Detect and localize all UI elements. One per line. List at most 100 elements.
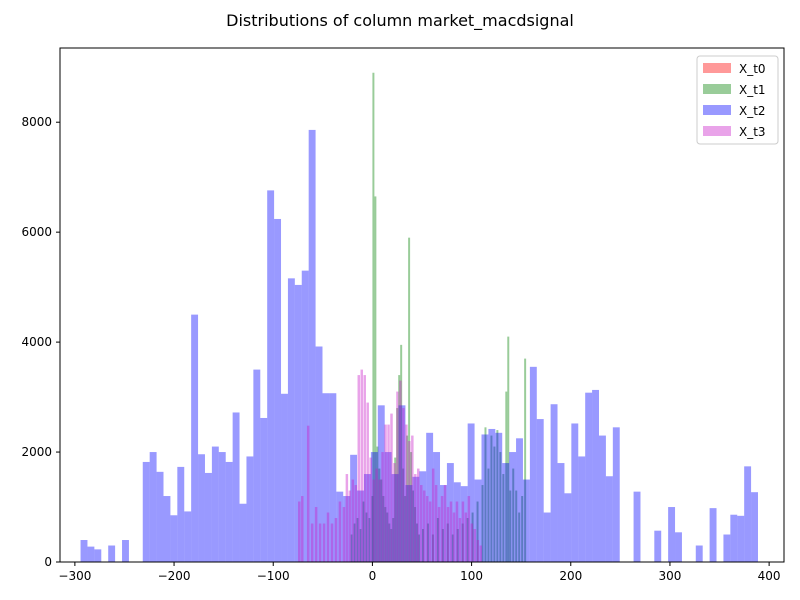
histogram-bar	[479, 545, 482, 562]
histogram-bar	[437, 507, 441, 562]
histogram-bar	[315, 346, 323, 562]
histogram-bar	[372, 479, 375, 562]
legend-label: X_t0	[739, 62, 766, 76]
histogram-bar	[246, 456, 254, 562]
histogram-bar	[543, 512, 551, 562]
chart-title: Distributions of column market_macdsigna…	[226, 11, 574, 31]
histogram-bar	[402, 408, 405, 562]
histogram-bar	[334, 518, 338, 562]
histogram-bar	[505, 391, 508, 562]
histogram-bar	[398, 405, 406, 562]
histogram-bar	[377, 405, 385, 562]
histogram-bar	[211, 446, 219, 562]
x-tick-label: −300	[58, 569, 91, 583]
histogram-bar	[436, 518, 439, 562]
histogram-bar	[466, 518, 469, 562]
histogram-bar	[281, 393, 288, 562]
histogram-bar	[487, 468, 490, 562]
histogram-bar	[80, 540, 88, 562]
histogram-bar	[654, 530, 662, 562]
x-tick-label: −100	[257, 569, 290, 583]
histogram-bar	[512, 468, 515, 562]
histogram-bar	[408, 237, 411, 562]
histogram-bar	[326, 512, 330, 562]
histogram-bar	[509, 490, 512, 562]
x-tick-label: −200	[158, 569, 191, 583]
histogram-bar	[260, 417, 268, 562]
histogram-bar	[363, 375, 366, 562]
x-tick-label: 200	[559, 569, 582, 583]
histogram-bar	[329, 393, 337, 562]
histogram-bar	[374, 196, 377, 562]
histogram-bar	[431, 534, 434, 562]
histogram-bar	[390, 413, 393, 562]
histogram-bar	[446, 463, 454, 562]
histogram-bar	[360, 369, 363, 562]
histogram-bar	[411, 435, 414, 562]
x-tick-label: 400	[758, 569, 781, 583]
histogram-bar	[122, 540, 129, 562]
histogram-bar	[428, 501, 432, 562]
histogram-bar	[381, 452, 384, 562]
legend: X_t0 X_t1 X_t2 X_t3	[696, 55, 779, 145]
histogram-bar	[488, 428, 496, 562]
histogram-bar	[695, 545, 703, 562]
histogram-bar	[550, 404, 558, 562]
series-x-t3	[298, 369, 482, 562]
histogram-bar	[394, 457, 397, 562]
histogram-bar	[314, 507, 318, 562]
histogram-bar	[564, 493, 572, 562]
histogram-bar	[709, 508, 717, 562]
histogram-bar	[612, 427, 620, 562]
histogram-bar	[396, 391, 399, 562]
histogram-bar	[449, 501, 453, 562]
legend-item: X_t2	[703, 104, 766, 118]
histogram-bar	[191, 314, 199, 562]
plot-frame	[59, 47, 785, 563]
histogram-bar	[458, 518, 462, 562]
histogram-bar	[751, 492, 758, 562]
histogram-bar	[350, 454, 358, 562]
histogram-bar	[184, 511, 192, 562]
histogram-bar	[108, 545, 116, 562]
histogram-bar	[633, 491, 641, 562]
histogram-bar	[218, 452, 226, 562]
histogram-bar	[357, 375, 361, 562]
histogram-bar	[322, 393, 330, 562]
histogram-bar	[253, 369, 261, 562]
histogram-bar	[149, 452, 157, 562]
histogram-bar	[476, 501, 479, 562]
histogram-bar	[515, 490, 518, 562]
histogram-bar	[345, 474, 349, 562]
histogram-bar	[391, 474, 399, 562]
histogram-bar	[495, 432, 503, 562]
histogram-bar	[198, 454, 205, 562]
histogram-bar	[336, 491, 344, 562]
histogram-bar	[446, 507, 450, 562]
histogram-bar	[298, 501, 301, 562]
histogram-bar	[94, 549, 102, 562]
x-tick-label: 300	[658, 569, 681, 583]
histogram-bar	[440, 496, 444, 562]
histogram-bar	[499, 452, 502, 562]
histogram-bar	[470, 523, 474, 562]
histogram-bar	[388, 523, 391, 562]
histogram-bar	[414, 507, 417, 562]
histogram-bar	[464, 512, 468, 562]
histogram-bar	[426, 523, 429, 562]
histogram-bar	[177, 466, 185, 562]
histogram-bar	[422, 529, 424, 562]
histogram-bar	[404, 496, 407, 562]
histogram-bar	[599, 435, 606, 562]
histogram-bar	[474, 479, 482, 562]
histogram-bar	[412, 490, 415, 562]
histogram-bar	[414, 474, 417, 562]
histogram-bar	[369, 457, 372, 562]
histogram-bar	[730, 514, 738, 562]
histogram-bar	[362, 501, 365, 562]
histogram-bar	[350, 534, 353, 562]
histogram-bar	[294, 284, 302, 562]
histogram-bar	[156, 471, 164, 562]
histogram-bar	[473, 529, 477, 562]
legend-label: X_t1	[739, 83, 766, 97]
